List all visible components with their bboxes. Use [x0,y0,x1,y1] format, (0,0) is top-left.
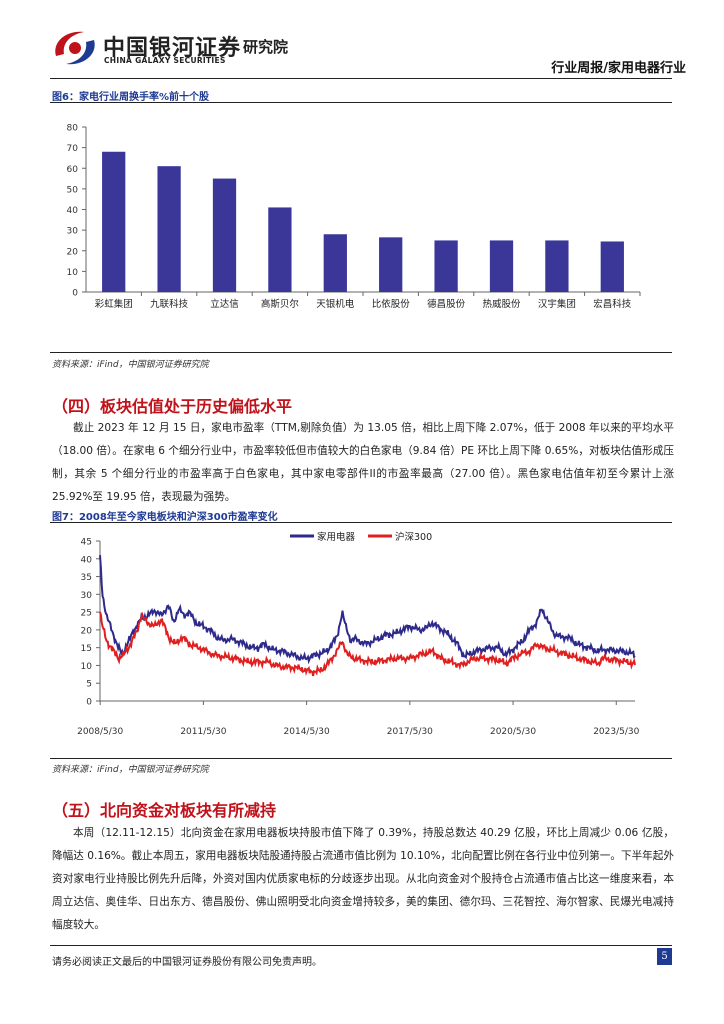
x-tick-label: 彩虹集团 [95,298,133,310]
turnover-bar-chart: 0 10 20 30 40 50 60 70 80 彩虹集团 九联科技 立达信 高斯贝尔 天银机电 比依股份… [67,124,641,310]
y-tick-label: 20 [67,247,79,257]
y-tick-label: 0 [86,698,92,708]
y-tick-label: 35 [81,573,92,583]
y-tick-label: 60 [67,165,79,175]
header-divider [50,78,672,79]
legend-label: 家用电器 [317,531,356,543]
x-tick-label: 立达信 [210,298,239,310]
bar [157,166,181,292]
section5-paragraph: 本周（12.11-12.15）北向资金在家用电器板块持股市值下降了 0.39%，… [52,827,674,931]
bar [545,240,569,292]
series-line [99,611,636,677]
x-tick-label: 汉宇集团 [538,298,576,310]
section4-paragraph: 截止 2023 年 12 月 15 日，家电市盈率（TTM,剔除负值）为 13.… [52,422,674,503]
galaxy-logo-icon [55,31,95,65]
y-tick-label: 20 [81,626,93,636]
footer-disclaimer: 请务必阅读正文最后的中国银河证券股份有限公司免责声明。 [52,957,322,968]
y-tick-label: 25 [81,609,92,619]
figure7-top-rule [50,522,672,523]
bar [102,151,126,292]
bar [600,241,624,292]
y-tick-label: 5 [86,680,92,690]
figure6-title: 图6：家电行业周换手率%前十个股 [52,92,209,103]
y-tick-label: 70 [67,144,79,154]
y-tick-label: 30 [67,227,79,237]
legend-label: 沪深300 [395,531,432,543]
figure6-top-rule [50,102,672,103]
institute-name: 研究院 [243,38,289,56]
report-type: 行业周报/家用电器行业 [551,61,686,76]
y-tick-label: 10 [81,662,93,672]
x-tick-label: 2020/5/30 [490,727,536,737]
footer-divider [50,945,672,946]
y-tick-label: 30 [81,591,93,601]
logo-chinese-name: 中国银河证券 [103,36,242,61]
section5-title: （五）北向资金对板块有所减持 [52,801,277,820]
series-line [99,555,636,665]
x-tick-label: 2014/5/30 [284,727,330,737]
figure6-source: 资料来源：iFind，中国银河证券研究院 [52,360,209,370]
bar [212,178,237,292]
figure7-source: 资料来源：iFind，中国银河证券研究院 [52,765,209,775]
bar [379,237,403,292]
y-tick-label: 0 [72,289,78,299]
y-tick-label: 40 [81,555,93,565]
y-tick-label: 15 [81,644,92,654]
x-tick-label: 高斯贝尔 [261,298,300,310]
y-tick-label: 80 [67,124,79,134]
bar [323,234,347,292]
y-tick-label: 40 [67,206,79,216]
bar [489,240,514,292]
page-number: 5 [657,948,672,965]
figure7-title: 图7：2008年至今家电板块和沪深300市盈率变化 [52,512,278,523]
x-tick-label: 2008/5/30 [77,727,123,737]
x-tick-label: 比依股份 [372,298,411,310]
y-tick-label: 50 [67,185,79,195]
x-tick-label: 天银机电 [316,298,355,310]
section4-title: （四）板块估值处于历史偏低水平 [52,397,293,416]
x-tick-label: 2023/5/30 [593,727,639,737]
x-tick-label: 2017/5/30 [387,727,433,737]
x-tick-label: 德昌股份 [427,298,466,310]
x-tick-label: 热威股份 [482,298,521,310]
x-tick-label: 宏昌科技 [593,298,632,310]
x-tick-label: 九联科技 [150,298,189,310]
logo-english-name: CHINA GALAXY SECURITIES [104,56,226,65]
bar [268,207,292,292]
figure6-bottom-rule [50,352,672,353]
x-tick-label: 2011/5/30 [180,727,226,737]
y-tick-label: 10 [67,268,79,278]
bar [434,240,458,292]
y-tick-label: 45 [81,538,92,548]
pe-line-chart: 0 5 10 15 20 25 30 35 40 45 2008/5/30 2011/5/30 2014… [77,531,639,737]
figure7-bottom-rule [50,758,672,759]
